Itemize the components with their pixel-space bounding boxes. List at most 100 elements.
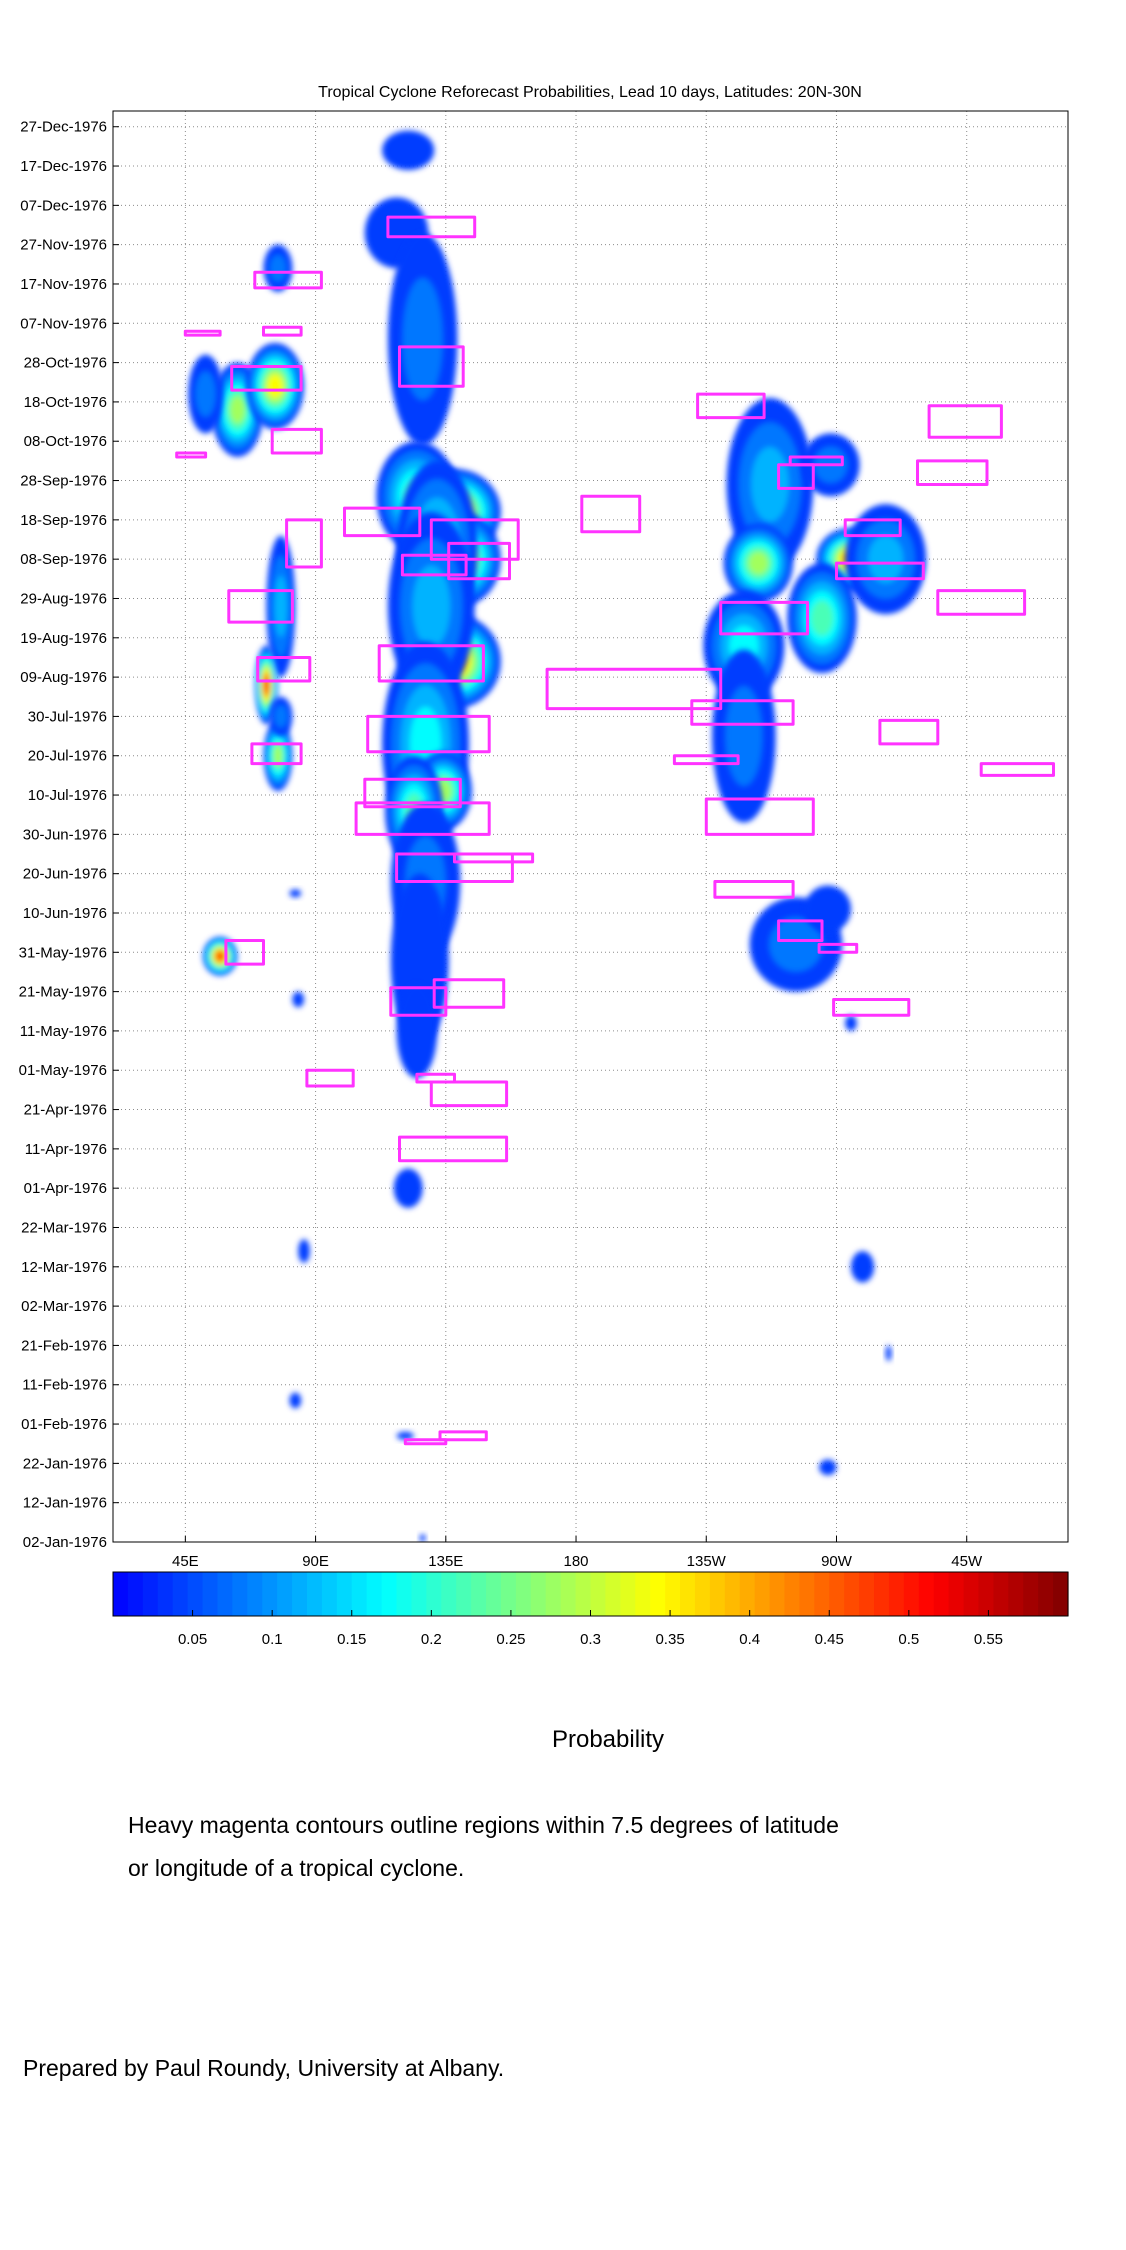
colorbar-swatch bbox=[784, 1572, 801, 1616]
y-tick-label: 01-May-1976 bbox=[19, 1062, 107, 1079]
colorbar-swatch bbox=[530, 1572, 547, 1616]
cyclone-contour bbox=[429, 518, 520, 561]
y-tick-label: 09-Aug-1976 bbox=[20, 669, 107, 686]
y-tick-label: 10-Jun-1976 bbox=[23, 905, 107, 922]
cyclone-contour bbox=[377, 644, 485, 683]
probability-blob bbox=[787, 563, 857, 674]
colorbar-swatch bbox=[575, 1572, 592, 1616]
cyclone-contour bbox=[305, 1068, 355, 1088]
probability-blob bbox=[393, 1168, 423, 1208]
colorbar-swatch bbox=[620, 1572, 636, 1616]
probability-blob bbox=[269, 696, 293, 737]
x-tick-label: 45W bbox=[951, 1553, 983, 1570]
y-tick-label: 02-Jan-1976 bbox=[23, 1534, 107, 1551]
cyclone-contour bbox=[432, 978, 506, 1009]
colorbar-swatch bbox=[113, 1572, 129, 1616]
probability-blob bbox=[885, 1345, 892, 1362]
colorbar-swatch bbox=[993, 1572, 1009, 1616]
cyclone-contour bbox=[224, 939, 265, 966]
probability-blob bbox=[819, 1459, 837, 1476]
contour-note-line-1: Heavy magenta contours outline regions w… bbox=[128, 1812, 839, 1838]
colorbar-swatch bbox=[396, 1572, 413, 1616]
probability-blob bbox=[298, 1239, 310, 1263]
colorbar-swatch bbox=[1038, 1572, 1054, 1616]
probability-blob bbox=[396, 983, 438, 1079]
cyclone-contour bbox=[832, 998, 911, 1017]
x-tick-label: 45E bbox=[172, 1553, 199, 1570]
probability-blob bbox=[850, 1251, 875, 1283]
probability-blob bbox=[845, 1015, 857, 1031]
x-tick-label: 90W bbox=[821, 1553, 853, 1570]
cyclone-contour bbox=[227, 589, 294, 624]
colorbar-swatch bbox=[277, 1572, 293, 1616]
colorbar-swatch bbox=[1053, 1572, 1069, 1616]
colorbar-swatch bbox=[918, 1572, 935, 1616]
cyclone-contour bbox=[343, 506, 422, 538]
colorbar-swatch bbox=[545, 1572, 562, 1616]
cyclone-contour bbox=[398, 1135, 509, 1163]
cyclone-contour bbox=[256, 656, 312, 683]
cyclone-contour bbox=[183, 329, 222, 337]
y-tick-label: 30-Jun-1976 bbox=[23, 826, 107, 843]
colorbar-swatch bbox=[844, 1572, 860, 1616]
y-tick-label: 30-Jul-1976 bbox=[28, 708, 107, 725]
cyclone-contour bbox=[545, 667, 723, 711]
y-tick-label: 28-Sep-1976 bbox=[20, 473, 107, 490]
colorbar-tick-label: 0.05 bbox=[178, 1631, 207, 1648]
colorbar-swatch bbox=[321, 1572, 338, 1616]
cyclone-contour bbox=[262, 325, 303, 337]
cyclone-contour bbox=[403, 1438, 448, 1446]
cyclone-contour bbox=[366, 714, 491, 754]
x-tick-label: 135W bbox=[687, 1553, 727, 1570]
probability-blob bbox=[387, 232, 458, 446]
cyclone-contour bbox=[690, 699, 795, 726]
y-tick-label: 08-Oct-1976 bbox=[24, 433, 107, 450]
cyclone-contour bbox=[916, 459, 989, 486]
y-tick-label: 17-Nov-1976 bbox=[20, 276, 107, 293]
y-tick-label: 01-Apr-1976 bbox=[24, 1180, 107, 1197]
y-tick-label: 10-Jul-1976 bbox=[28, 787, 107, 804]
probability-blob bbox=[419, 1534, 426, 1542]
colorbar-swatch bbox=[366, 1572, 383, 1616]
y-tick-label: 02-Mar-1976 bbox=[21, 1298, 107, 1315]
colorbar-swatch bbox=[739, 1572, 756, 1616]
colorbar-swatch bbox=[560, 1572, 577, 1616]
probability-blob bbox=[292, 991, 304, 1008]
cyclone-contour bbox=[400, 553, 468, 577]
y-tick-label: 11-Feb-1976 bbox=[22, 1377, 107, 1394]
x-tick-label: 90E bbox=[302, 1553, 329, 1570]
y-tick-label: 21-May-1976 bbox=[19, 984, 107, 1001]
colorbar-tick-label: 0.15 bbox=[337, 1631, 366, 1648]
x-tick-label: 180 bbox=[564, 1553, 589, 1570]
cyclone-contour bbox=[386, 215, 477, 239]
cyclone-contours bbox=[175, 215, 1055, 1446]
cyclone-contour bbox=[672, 754, 740, 766]
probability-blob bbox=[712, 649, 776, 823]
plot-frame bbox=[112, 110, 1069, 1543]
cyclone-contour bbox=[398, 345, 465, 388]
probability-blob bbox=[263, 720, 293, 792]
colorbar-tick-label: 0.45 bbox=[815, 1631, 844, 1648]
y-axis-ticks: 02-Jan-1976 12-Jan-1976 22-Jan-1976 01-Feb-… bbox=[19, 119, 119, 1551]
probability-blob bbox=[246, 342, 304, 430]
grid-lines bbox=[113, 111, 1068, 1543]
colorbar: 0.05 0.1 0.15 0.2 0.25 0.3 0.35 0.4 0.45 0.5 0.55 bbox=[112, 1571, 1069, 1648]
colorbar-swatch bbox=[336, 1572, 353, 1616]
colorbar-swatch bbox=[381, 1572, 398, 1616]
colorbar-swatch bbox=[456, 1572, 472, 1616]
colorbar-swatch bbox=[157, 1572, 174, 1616]
colorbar-swatch bbox=[262, 1572, 278, 1616]
cyclone-contour bbox=[270, 427, 323, 455]
chart-title: Tropical Cyclone Reforecast Probabilitie… bbox=[318, 84, 862, 101]
colorbar-swatch bbox=[187, 1572, 204, 1616]
colorbar-swatch bbox=[709, 1572, 726, 1616]
y-tick-label: 18-Sep-1976 bbox=[20, 512, 107, 529]
colorbar-swatch bbox=[217, 1572, 233, 1616]
colorbar-tick-label: 0.2 bbox=[421, 1631, 442, 1648]
colorbar-swatch bbox=[411, 1572, 427, 1616]
y-tick-label: 31-May-1976 bbox=[19, 944, 107, 961]
cyclone-contour bbox=[429, 1080, 509, 1108]
colorbar-swatch bbox=[874, 1572, 890, 1616]
probability-blob bbox=[396, 1431, 414, 1440]
